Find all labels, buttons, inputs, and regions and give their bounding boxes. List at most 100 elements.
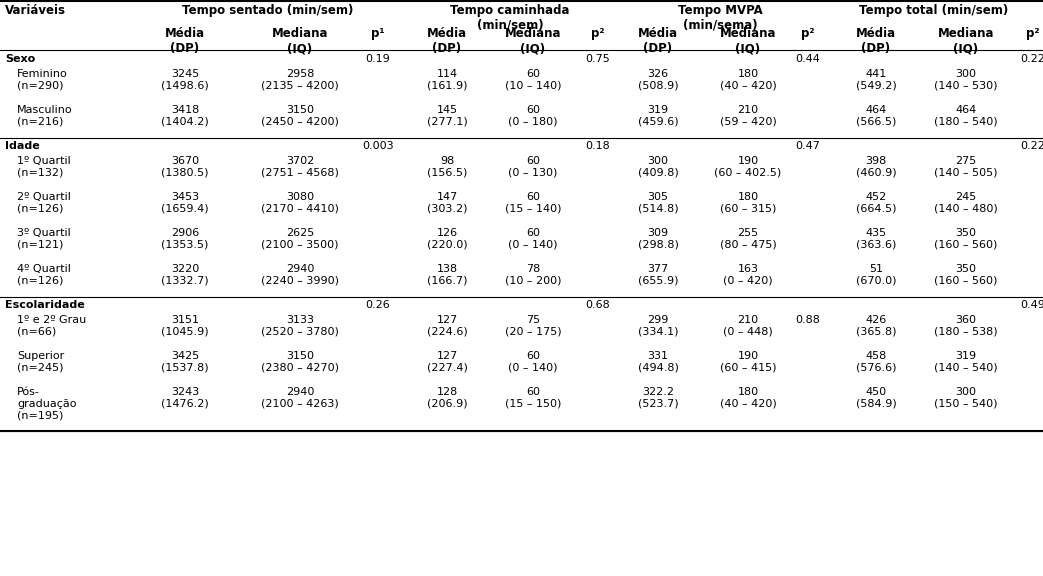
Text: Feminino
(n=290): Feminino (n=290) (17, 69, 68, 90)
Text: 0.68: 0.68 (585, 300, 610, 310)
Text: 299
(334.1): 299 (334.1) (637, 315, 678, 336)
Text: 127
(224.6): 127 (224.6) (427, 315, 467, 336)
Text: 1º Quartil
(n=132): 1º Quartil (n=132) (17, 156, 71, 177)
Text: 78
(10 – 200): 78 (10 – 200) (505, 264, 561, 286)
Text: Mediana
(IQ): Mediana (IQ) (272, 27, 329, 55)
Text: 3418
(1404.2): 3418 (1404.2) (161, 105, 209, 127)
Text: 0.44: 0.44 (796, 54, 821, 64)
Text: 2º Quartil
(n=126): 2º Quartil (n=126) (17, 192, 71, 214)
Text: 98
(156.5): 98 (156.5) (427, 156, 467, 177)
Text: 452
(664.5): 452 (664.5) (855, 192, 896, 214)
Text: 127
(227.4): 127 (227.4) (427, 351, 467, 373)
Text: 2940
(2100 – 4263): 2940 (2100 – 4263) (261, 387, 339, 408)
Text: 3670
(1380.5): 3670 (1380.5) (162, 156, 209, 177)
Text: 180
(40 – 420): 180 (40 – 420) (720, 387, 776, 408)
Text: Pós-
graduação
(n=195): Pós- graduação (n=195) (17, 387, 76, 420)
Text: 138
(166.7): 138 (166.7) (427, 264, 467, 286)
Text: Tempo sentado (min/sem): Tempo sentado (min/sem) (181, 4, 354, 17)
Text: 3150
(2380 – 4270): 3150 (2380 – 4270) (261, 351, 339, 373)
Text: 255
(80 – 475): 255 (80 – 475) (720, 228, 776, 249)
Text: 0.22: 0.22 (1020, 141, 1043, 151)
Text: 60
(0 – 140): 60 (0 – 140) (508, 351, 558, 373)
Text: p¹: p¹ (371, 27, 385, 40)
Text: 458
(576.6): 458 (576.6) (855, 351, 896, 373)
Text: 3243
(1476.2): 3243 (1476.2) (161, 387, 209, 408)
Text: Tempo total (min/sem): Tempo total (min/sem) (859, 4, 1009, 17)
Text: 3133
(2520 – 3780): 3133 (2520 – 3780) (261, 315, 339, 336)
Text: 0.26: 0.26 (366, 300, 390, 310)
Text: 3151
(1045.9): 3151 (1045.9) (162, 315, 209, 336)
Text: 163
(0 – 420): 163 (0 – 420) (723, 264, 773, 286)
Text: 326
(508.9): 326 (508.9) (637, 69, 678, 90)
Text: 60
(15 – 140): 60 (15 – 140) (505, 192, 561, 214)
Text: 377
(655.9): 377 (655.9) (637, 264, 678, 286)
Text: 60
(10 – 140): 60 (10 – 140) (505, 69, 561, 90)
Text: 0.49: 0.49 (1020, 300, 1043, 310)
Text: 3453
(1659.4): 3453 (1659.4) (162, 192, 209, 214)
Text: 2625
(2100 – 3500): 2625 (2100 – 3500) (261, 228, 339, 249)
Text: 3245
(1498.6): 3245 (1498.6) (161, 69, 209, 90)
Text: 350
(160 – 560): 350 (160 – 560) (935, 228, 998, 249)
Text: 331
(494.8): 331 (494.8) (637, 351, 678, 373)
Text: 441
(549.2): 441 (549.2) (855, 69, 896, 90)
Text: 300
(140 – 530): 300 (140 – 530) (935, 69, 998, 90)
Text: 145
(277.1): 145 (277.1) (427, 105, 467, 127)
Text: 0.19: 0.19 (366, 54, 390, 64)
Text: 350
(160 – 560): 350 (160 – 560) (935, 264, 998, 286)
Text: 435
(363.6): 435 (363.6) (856, 228, 896, 249)
Text: 3080
(2170 – 4410): 3080 (2170 – 4410) (261, 192, 339, 214)
Text: 322.2
(523.7): 322.2 (523.7) (637, 387, 678, 408)
Text: 464
(566.5): 464 (566.5) (856, 105, 896, 127)
Text: 60
(15 – 150): 60 (15 – 150) (505, 387, 561, 408)
Text: 398
(460.9): 398 (460.9) (855, 156, 896, 177)
Text: Sexo: Sexo (5, 54, 35, 64)
Text: Média
(DP): Média (DP) (427, 27, 467, 55)
Text: 210
(59 – 420): 210 (59 – 420) (720, 105, 776, 127)
Text: 3º Quartil
(n=121): 3º Quartil (n=121) (17, 228, 71, 249)
Text: 3425
(1537.8): 3425 (1537.8) (162, 351, 209, 373)
Text: 3220
(1332.7): 3220 (1332.7) (162, 264, 209, 286)
Text: 75
(20 – 175): 75 (20 – 175) (505, 315, 561, 336)
Text: 305
(514.8): 305 (514.8) (637, 192, 678, 214)
Text: 0.22: 0.22 (1020, 54, 1043, 64)
Text: 300
(409.8): 300 (409.8) (637, 156, 678, 177)
Text: 464
(180 – 540): 464 (180 – 540) (935, 105, 998, 127)
Text: 210
(0 – 448): 210 (0 – 448) (723, 315, 773, 336)
Text: 2958
(2135 – 4200): 2958 (2135 – 4200) (261, 69, 339, 90)
Text: Superior
(n=245): Superior (n=245) (17, 351, 65, 373)
Text: 0.88: 0.88 (796, 315, 821, 325)
Text: 0.75: 0.75 (585, 54, 610, 64)
Text: Idade: Idade (5, 141, 40, 151)
Text: p²: p² (1026, 27, 1040, 40)
Text: 0.47: 0.47 (796, 141, 821, 151)
Text: 60
(0 – 180): 60 (0 – 180) (508, 105, 558, 127)
Text: 147
(303.2): 147 (303.2) (427, 192, 467, 214)
Text: 4º Quartil
(n=126): 4º Quartil (n=126) (17, 264, 71, 286)
Text: 190
(60 – 402.5): 190 (60 – 402.5) (714, 156, 781, 177)
Text: 2940
(2240 – 3990): 2940 (2240 – 3990) (261, 264, 339, 286)
Text: 60
(0 – 130): 60 (0 – 130) (508, 156, 558, 177)
Text: 450
(584.9): 450 (584.9) (855, 387, 896, 408)
Text: Média
(DP): Média (DP) (856, 27, 896, 55)
Text: 1º e 2º Grau
(n=66): 1º e 2º Grau (n=66) (17, 315, 87, 336)
Text: 360
(180 – 538): 360 (180 – 538) (935, 315, 998, 336)
Text: Escolaridade: Escolaridade (5, 300, 84, 310)
Text: Mediana
(IQ): Mediana (IQ) (505, 27, 561, 55)
Text: Média
(DP): Média (DP) (638, 27, 678, 55)
Text: 319
(459.6): 319 (459.6) (637, 105, 678, 127)
Text: p²: p² (801, 27, 815, 40)
Text: Masculino
(n=216): Masculino (n=216) (17, 105, 73, 127)
Text: 2906
(1353.5): 2906 (1353.5) (162, 228, 209, 249)
Text: 51
(670.0): 51 (670.0) (855, 264, 896, 286)
Text: 190
(60 – 415): 190 (60 – 415) (720, 351, 776, 373)
Text: 128
(206.9): 128 (206.9) (427, 387, 467, 408)
Text: 3150
(2450 – 4200): 3150 (2450 – 4200) (261, 105, 339, 127)
Text: Tempo caminhada
(min/sem): Tempo caminhada (min/sem) (451, 4, 569, 32)
Text: Média
(DP): Média (DP) (165, 27, 205, 55)
Text: 426
(365.8): 426 (365.8) (855, 315, 896, 336)
Text: 245
(140 – 480): 245 (140 – 480) (935, 192, 998, 214)
Text: p²: p² (591, 27, 605, 40)
Text: Tempo MVPA
(min/sema): Tempo MVPA (min/sema) (678, 4, 762, 32)
Text: 309
(298.8): 309 (298.8) (637, 228, 678, 249)
Text: 275
(140 – 505): 275 (140 – 505) (935, 156, 998, 177)
